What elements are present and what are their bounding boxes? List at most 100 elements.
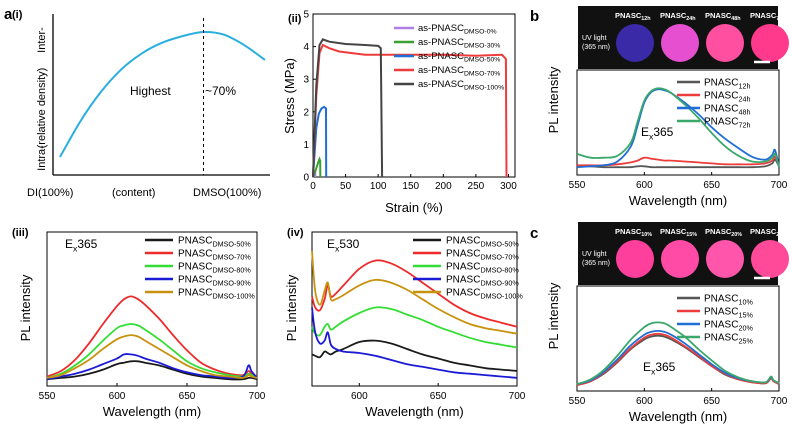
- x-tick-label: 700: [771, 180, 788, 191]
- legend-entry: PNASC10%: [704, 294, 753, 307]
- x-tick-label: 550: [569, 396, 586, 407]
- x-tick-label: 700: [771, 396, 788, 407]
- plot-frame: [312, 13, 516, 178]
- x-tick-label: 650: [703, 396, 720, 407]
- series-line-3: [312, 43, 508, 178]
- x-tick-label: 600: [351, 391, 368, 402]
- inset-uv-label: UV light: [582, 35, 607, 42]
- y-tick-label: 0: [303, 173, 309, 184]
- sample-disc: [751, 24, 789, 62]
- x-tick-left: DI(100%): [27, 187, 73, 199]
- y-axis-label: (relative density): [36, 68, 48, 149]
- x-axis-label: Strain (%): [385, 200, 443, 215]
- legend-entry: PNASCDMSO-70%: [178, 249, 251, 262]
- x-tick-label: 650: [430, 391, 447, 402]
- sample-disc: [706, 240, 744, 278]
- x-tick-label: 200: [435, 181, 452, 192]
- legend-entry: PNASCDMSO-80%: [178, 262, 251, 275]
- x-axis-label: Wavelength (nm): [365, 404, 464, 419]
- inset-uv-label: UV light: [582, 251, 607, 258]
- legend-entry: PNASC72h: [704, 117, 750, 130]
- y-tick-label: 3: [303, 75, 309, 86]
- panel-letter-a: a: [4, 6, 13, 23]
- sample-disc: [706, 24, 744, 62]
- series-line-4: [311, 250, 518, 335]
- legend-entry: PNASC20%: [704, 320, 753, 333]
- x-axis-label: Wavelength (nm): [629, 409, 728, 424]
- inset-photo: UV light (365 nm) PNASC10% PNASC15% PNASC20%…: [578, 222, 789, 285]
- legend-entry: PNASC48h: [704, 104, 750, 117]
- legend-entry: as-PNASCDMSO-50%: [418, 51, 500, 64]
- x-tick-label: 50: [340, 181, 352, 192]
- inset-sample-label: PNASC72h: [750, 11, 786, 22]
- y-tick-label: 2: [303, 107, 309, 118]
- panel-iv: (iv) 600 650 700 Wavelength (nm) PL intensity…: [284, 227, 526, 419]
- x-tick-label: 250: [468, 181, 485, 192]
- panel-label: (iv): [287, 227, 304, 239]
- series-line-1: [577, 155, 780, 167]
- legend-entry: as-PNASCDMSO-0%: [418, 23, 497, 36]
- y-axis-label: PL intensity: [284, 274, 299, 341]
- series-line-0: [576, 158, 780, 169]
- y-axis-label: PL intensity: [546, 282, 561, 349]
- excitation-annotation: Ex530: [327, 237, 360, 253]
- series-line-4: [312, 38, 384, 178]
- x-tick-label: 550: [39, 391, 56, 402]
- inset-photo: UV light (365 nm) PNASC12h PNASC24h PNASC48h…: [578, 6, 789, 69]
- plot-frame: [46, 231, 258, 387]
- series-line-0: [46, 360, 258, 381]
- series-line-3: [576, 87, 780, 168]
- plot-frame: [576, 69, 780, 176]
- inset-sample-label: PNASC10%: [615, 227, 652, 238]
- y-axis-label: PL intensity: [546, 66, 561, 133]
- series-line-1: [46, 295, 258, 378]
- x-tick-right: DMSO(100%): [193, 187, 261, 199]
- inset-sample-label: PNASC20%: [705, 227, 742, 238]
- series-line-1: [312, 156, 322, 178]
- panel-b: 550 600 650 700 Wavelength (nm) PL intensity P…: [546, 6, 789, 208]
- x-tick-label: 0: [310, 181, 316, 192]
- panel-label: (i): [12, 9, 23, 21]
- y-tick-label: 5: [303, 10, 309, 21]
- sample-disc: [751, 240, 789, 278]
- legend-entry: PNASCDMSO-50%: [178, 236, 251, 249]
- panel-c: 550 600 650 700 Wavelength (nm) PL intensity P…: [546, 222, 789, 424]
- legend-entry: PNASC12h: [704, 78, 750, 91]
- series-line-4: [46, 334, 258, 379]
- legend-entry: PNASC15%: [704, 307, 753, 320]
- inset-sample-label: PNASC48h: [705, 11, 741, 22]
- x-axis-label: Wavelength (nm): [629, 193, 728, 208]
- legend-entry: PNASCDMSO-90%: [178, 275, 251, 288]
- y-tick-label: 4: [303, 42, 309, 53]
- sample-disc: [661, 24, 699, 62]
- legend-entry: PNASCDMSO-80%: [446, 262, 519, 275]
- legend-entry: as-PNASCDMSO-30%: [418, 37, 500, 50]
- x-tick-label: 550: [569, 180, 586, 191]
- x-tick-label: 600: [109, 391, 126, 402]
- x-axis-label: Wavelength (nm): [103, 404, 202, 419]
- panel-iii: (iii) 550 600 650 700 Wavelength (nm) PL inten…: [12, 227, 266, 419]
- inset-sample-label: PNASC24h: [660, 11, 696, 22]
- legend-entry: PNASC25%: [704, 333, 753, 346]
- annotation-highest: Highest: [130, 84, 171, 98]
- series-line-1: [311, 259, 518, 328]
- legend-entry: PNASC24h: [704, 91, 750, 104]
- series-line-0: [311, 339, 518, 372]
- legend-entry: PNASCDMSO-90%: [446, 275, 519, 288]
- density-curve: [59, 30, 266, 158]
- y-axis-label: PL intensity: [18, 274, 33, 341]
- legend-entry: PNASCDMSO-100%: [446, 288, 523, 301]
- x-tick-label: 650: [179, 391, 196, 402]
- legend-entry: PNASCDMSO-70%: [446, 249, 519, 262]
- series-line-2: [46, 323, 258, 379]
- sample-disc: [616, 240, 654, 278]
- x-tick-label: 600: [636, 180, 653, 191]
- panel-letter-b: b: [530, 8, 539, 25]
- inset-uv-wavelength: (365 nm): [582, 44, 610, 51]
- y-tick-label: 1: [303, 140, 309, 151]
- excitation-annotation: Ex365: [643, 360, 676, 376]
- series-line-2: [311, 306, 518, 349]
- sample-disc: [661, 240, 699, 278]
- panel-label: (ii): [288, 13, 302, 25]
